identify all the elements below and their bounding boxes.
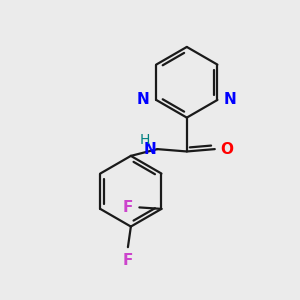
Text: F: F (123, 253, 133, 268)
Text: N: N (137, 92, 150, 107)
Text: N: N (143, 142, 156, 157)
Text: F: F (123, 200, 134, 215)
Text: N: N (224, 92, 237, 107)
Text: O: O (221, 142, 234, 157)
Text: H: H (140, 133, 150, 147)
